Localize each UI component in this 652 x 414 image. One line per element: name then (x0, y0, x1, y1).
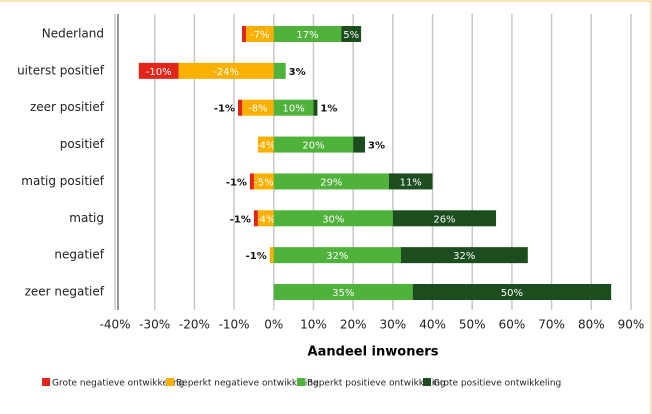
x-tick-label: 10% (300, 318, 327, 332)
bar (257, 136, 274, 153)
bar (178, 62, 274, 79)
data-label: 30% (322, 214, 344, 225)
y-tick-label: positief (60, 137, 105, 151)
data-label: 20% (302, 141, 324, 152)
data-label: -4% (256, 214, 275, 225)
data-label: 50% (501, 288, 523, 299)
data-label: -10% (146, 67, 172, 78)
legend-label: Beperkt negatieve ontwikkeling (176, 379, 319, 389)
data-label: 29% (320, 177, 342, 188)
data-label: 3% (289, 67, 306, 78)
y-tick-label: negatief (54, 248, 104, 262)
bar (392, 210, 497, 227)
y-tick-label: Nederland (42, 27, 104, 41)
bar (273, 136, 354, 153)
bar (273, 26, 342, 42)
data-label: 1% (320, 104, 337, 115)
x-tick-label: 60% (499, 318, 526, 332)
data-label: 10% (282, 104, 304, 115)
bar (273, 284, 413, 300)
legend-label: Beperkt positieve ontwikkeling (307, 379, 446, 389)
x-tick-label: -20% (179, 318, 210, 332)
x-tick-label: -40% (99, 318, 130, 332)
y-tick-label: uiterst positief (17, 63, 105, 77)
y-tick-label: matig positief (21, 174, 104, 188)
data-label: -5% (254, 177, 273, 188)
bar (253, 210, 258, 227)
data-label: -1% (214, 104, 235, 115)
data-label: -8% (248, 104, 267, 115)
bar (249, 173, 254, 190)
data-label: -1% (246, 251, 267, 262)
data-label: 32% (326, 251, 348, 262)
bar (412, 284, 612, 300)
x-tick-label: 0% (264, 318, 283, 332)
data-label: 5% (343, 30, 359, 41)
bar (400, 247, 528, 264)
bar (273, 62, 286, 79)
bar (245, 26, 274, 42)
x-tick-label: 30% (380, 318, 407, 332)
data-label: -24% (213, 67, 239, 78)
data-label: 26% (433, 214, 455, 225)
bar (273, 173, 389, 190)
x-tick-label: 80% (578, 318, 605, 332)
bar (253, 173, 274, 190)
data-label: 35% (332, 288, 354, 299)
x-tick-label: 50% (459, 318, 486, 332)
x-tick-label: 40% (419, 318, 446, 332)
data-label: -7% (250, 30, 269, 41)
bar (273, 210, 393, 227)
legend-swatch (166, 378, 174, 386)
x-tick-label: -30% (139, 318, 170, 332)
x-axis-title: Aandeel inwoners (308, 345, 439, 360)
data-label: 32% (453, 251, 475, 262)
data-label: -4% (256, 141, 275, 152)
x-tick-label: 20% (340, 318, 367, 332)
x-tick-label: 90% (618, 318, 645, 332)
bar (138, 62, 179, 79)
bar (242, 99, 274, 116)
bar (257, 210, 274, 227)
data-label: 11% (400, 177, 422, 188)
bar (273, 247, 401, 264)
legend-label: Grote negatieve ontwikkeling (52, 379, 184, 389)
bar (273, 99, 314, 116)
data-label: -1% (226, 177, 247, 188)
bar (388, 173, 433, 190)
bar (313, 99, 318, 116)
bar (353, 136, 366, 153)
legend-label: Grote positieve ontwikkeling (433, 379, 561, 389)
y-tick-label: matig (69, 211, 104, 225)
y-tick-label: zeer positief (30, 100, 105, 114)
y-tick-label: zeer negatief (25, 285, 105, 299)
data-label: 3% (368, 141, 385, 152)
legend-swatch (42, 378, 50, 386)
bar (269, 247, 274, 264)
bar (341, 26, 362, 42)
bar (242, 26, 246, 42)
data-label: -1% (230, 214, 251, 225)
legend-swatch (423, 378, 431, 386)
bar (238, 99, 243, 116)
x-tick-label: 70% (538, 318, 565, 332)
data-label: 17% (296, 30, 318, 41)
x-tick-label: -10% (219, 318, 250, 332)
legend-swatch (297, 378, 305, 386)
